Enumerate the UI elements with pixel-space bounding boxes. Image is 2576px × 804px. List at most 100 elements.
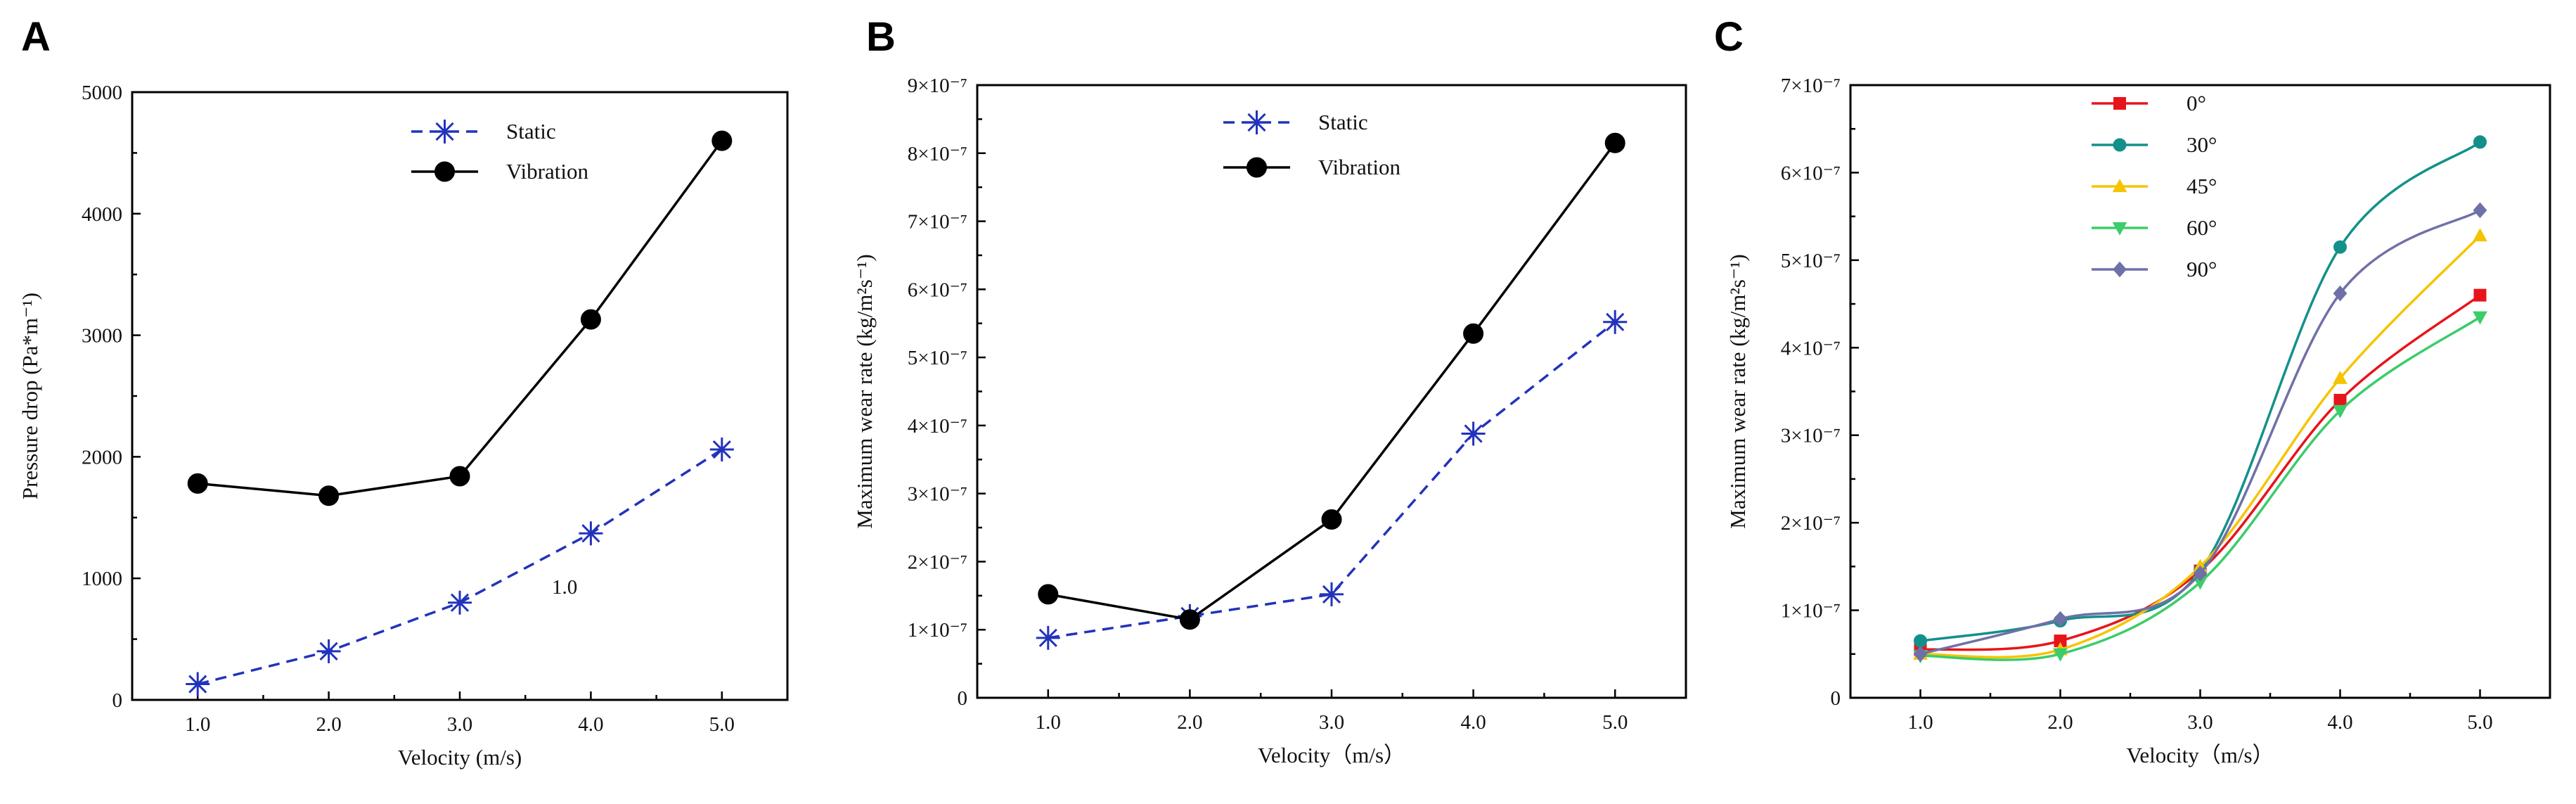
x-tick-label: 2.0 — [316, 713, 341, 736]
y-tick-label: 4×10⁻⁷ — [1781, 337, 1841, 359]
y-tick-label: 2×10⁻⁷ — [1781, 512, 1841, 535]
x-tick-label: 4.0 — [2327, 711, 2352, 734]
legend-marker — [2113, 97, 2126, 110]
chart-c: 1.0 2.0 3.0 4.0 5.0 0 1×10⁻⁷ 2×10⁻⁷ 3×10⁻⁷ 4×10⁻⁷… — [1725, 75, 2551, 767]
data-point — [1913, 646, 1928, 663]
data-point — [2333, 404, 2348, 419]
legend-marker — [2113, 261, 2127, 278]
y-tick-label: 5×10⁻⁷ — [908, 347, 967, 369]
x-tick-label: 1.0 — [1907, 711, 1933, 734]
y-tick-label: 7×10⁻⁷ — [908, 211, 967, 234]
x-tick-label: 2.0 — [2047, 711, 2073, 734]
chart-b: 1.0 2.0 3.0 4.0 5.0 0 1×10⁻⁷ 2×10⁻⁷ 3×10⁻⁷ 4×10⁻⁷… — [852, 75, 1687, 767]
y-tick-label: 3×10⁻⁷ — [908, 483, 967, 506]
y-tick-label: 5×10⁻⁷ — [1781, 250, 1841, 272]
legend-label: 0° — [2187, 91, 2206, 115]
annotation-text: 1.0 — [552, 576, 577, 599]
y-axis-title: Pressure drop (Pa*m⁻¹) — [18, 293, 42, 499]
x-tick-label: 4.0 — [1460, 711, 1486, 734]
x-axis-title: Velocity（m/s） — [2126, 743, 2274, 767]
data-point — [1038, 584, 1059, 605]
x-tick-label: 2.0 — [1177, 711, 1202, 734]
data-point — [448, 590, 472, 615]
data-point — [1320, 582, 1344, 606]
legend-label: 30° — [2187, 132, 2217, 157]
x-tick-label: 5.0 — [1602, 711, 1628, 734]
y-axis-title: Maximum wear rate (kg/m²s⁻¹) — [1725, 254, 1750, 528]
y-tick-label: 6×10⁻⁷ — [1781, 162, 1841, 184]
data-point — [316, 639, 341, 663]
legend-marker — [2112, 179, 2127, 193]
data-point — [1036, 625, 1060, 650]
y-tick-label: 0 — [112, 689, 123, 712]
y-tick-label: 3000 — [82, 325, 122, 347]
data-point — [709, 438, 734, 462]
series-line — [198, 140, 723, 497]
data-point — [318, 485, 340, 506]
data-point — [580, 309, 601, 330]
data-point — [2473, 135, 2487, 149]
data-point — [1321, 509, 1342, 530]
data-point — [2333, 393, 2347, 407]
legend-label: Static — [506, 119, 556, 143]
x-tick-label: 4.0 — [578, 713, 603, 736]
legend-label: 90° — [2187, 257, 2217, 281]
series-line — [1048, 321, 1616, 639]
y-tick-label: 9×10⁻⁷ — [908, 75, 967, 97]
data-point — [2473, 228, 2487, 242]
data-point — [2333, 371, 2348, 384]
data-point — [186, 672, 210, 696]
data-point — [711, 130, 733, 151]
data-point — [1603, 310, 1628, 334]
legend: Static Vibration — [1223, 110, 1400, 179]
data-point — [579, 521, 603, 546]
panel-label-b: B — [866, 14, 896, 60]
x-tick-label: 3.0 — [447, 713, 472, 736]
legend-label: 45° — [2187, 174, 2217, 198]
series-line — [1920, 316, 2481, 661]
data-point — [2333, 240, 2347, 254]
data-point — [2053, 648, 2068, 662]
legend-marker — [432, 120, 457, 143]
series-line — [1920, 234, 2481, 659]
x-tick-label: 1.0 — [1036, 711, 1061, 734]
y-tick-label: 6×10⁻⁷ — [908, 279, 967, 301]
data-point — [2193, 576, 2208, 590]
legend: 0° 30° 45° 60° 90° — [2092, 91, 2217, 281]
data-point — [2473, 288, 2487, 302]
x-tick-label: 5.0 — [709, 713, 735, 736]
legend-marker — [1247, 157, 1267, 178]
y-tick-label: 5000 — [82, 82, 122, 104]
chart-a: 1.0 2.0 3.0 4.0 5.0 0 1000 2000 3000 4000 5000 Velo… — [18, 82, 789, 770]
y-axis-title: Maximum wear rate (kg/m²s⁻¹) — [852, 254, 877, 528]
data-point — [2473, 311, 2487, 325]
legend: Static Vibration — [411, 119, 588, 184]
series-line — [1048, 142, 1616, 621]
data-point — [1461, 421, 1486, 446]
y-tick-label: 4000 — [82, 203, 122, 226]
data-point — [2193, 566, 2208, 582]
y-tick-label: 8×10⁻⁷ — [908, 143, 967, 165]
panel-label-a: A — [21, 14, 51, 60]
x-tick-label: 3.0 — [1319, 711, 1344, 734]
legend-label: Vibration — [506, 159, 588, 184]
y-tick-label: 1×10⁻⁷ — [908, 619, 967, 642]
data-point — [2333, 285, 2348, 302]
legend-marker — [1244, 110, 1269, 134]
x-tick-label: 5.0 — [2467, 711, 2492, 734]
legend-marker — [2112, 222, 2127, 236]
legend-marker — [2113, 138, 2127, 152]
y-tick-label: 7×10⁻⁷ — [1781, 75, 1841, 97]
data-point — [1179, 609, 1200, 630]
y-tick-label: 4×10⁻⁷ — [908, 415, 967, 438]
y-tick-label: 2×10⁻⁷ — [908, 551, 967, 573]
data-point — [1604, 132, 1625, 153]
x-axis-title: Velocity (m/s) — [398, 745, 522, 770]
y-tick-label: 0 — [958, 687, 968, 710]
x-axis-title: Velocity（m/s） — [1258, 743, 1405, 767]
y-tick-label: 0 — [1831, 687, 1841, 710]
data-point — [187, 473, 208, 494]
legend-label: Static — [1318, 110, 1368, 134]
data-point — [2473, 202, 2487, 219]
